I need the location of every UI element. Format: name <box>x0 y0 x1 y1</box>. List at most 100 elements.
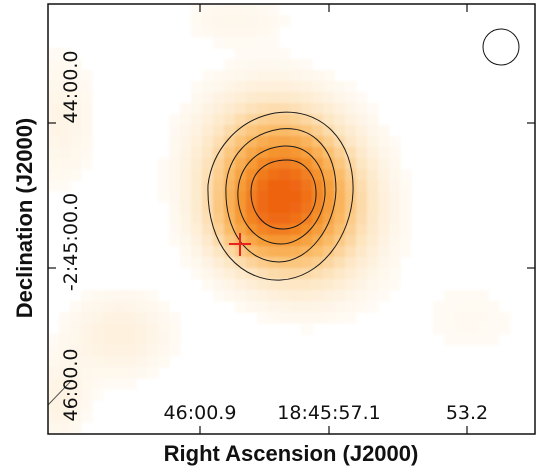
image-pixel <box>70 70 82 82</box>
image-pixel <box>81 114 93 126</box>
image-pixel <box>70 59 82 71</box>
image-pixel <box>334 213 346 225</box>
image-pixel <box>224 246 236 258</box>
image-pixel <box>59 323 71 335</box>
image-pixel <box>400 235 412 247</box>
image-pixel <box>290 202 302 214</box>
image-pixel <box>389 279 401 291</box>
image-pixel <box>70 367 82 379</box>
image-pixel <box>59 367 71 379</box>
image-pixel <box>367 169 379 181</box>
image-pixel <box>202 202 214 214</box>
image-pixel <box>455 290 467 302</box>
image-pixel <box>466 312 478 324</box>
image-pixel <box>323 103 335 115</box>
image-pixel <box>268 147 280 159</box>
image-pixel <box>246 235 258 247</box>
image-pixel <box>213 136 225 148</box>
image-pixel <box>367 224 379 236</box>
image-pixel <box>334 103 346 115</box>
image-pixel <box>279 48 291 60</box>
image-pixel <box>257 312 269 324</box>
image-pixel <box>92 312 104 324</box>
image-pixel <box>279 169 291 181</box>
image-pixel <box>235 290 247 302</box>
image-pixel <box>180 246 192 258</box>
image-pixel <box>114 312 126 324</box>
image-pixel <box>169 158 181 170</box>
image-pixel <box>202 279 214 291</box>
image-pixel <box>323 169 335 181</box>
image-pixel <box>103 356 115 368</box>
image-pixel <box>180 103 192 115</box>
image-pixel <box>224 257 236 269</box>
image-pixel <box>246 26 258 38</box>
image-pixel <box>59 345 71 357</box>
image-pixel <box>378 202 390 214</box>
image-pixel <box>257 70 269 82</box>
image-pixel <box>323 180 335 192</box>
image-pixel <box>246 158 258 170</box>
image-pixel <box>246 147 258 159</box>
image-pixel <box>367 114 379 126</box>
image-pixel <box>323 279 335 291</box>
image-pixel <box>356 158 368 170</box>
image-pixel <box>257 290 269 302</box>
image-pixel <box>169 169 181 181</box>
image-pixel <box>257 158 269 170</box>
image-pixel <box>246 279 258 291</box>
image-pixel <box>279 103 291 115</box>
image-pixel <box>356 257 368 269</box>
image-pixel <box>367 235 379 247</box>
image-pixel <box>290 81 302 93</box>
image-pixel <box>224 15 236 27</box>
image-pixel <box>246 4 258 16</box>
intensity-image <box>48 4 511 434</box>
image-pixel <box>323 81 335 93</box>
image-pixel <box>191 213 203 225</box>
image-pixel <box>290 136 302 148</box>
image-pixel <box>114 323 126 335</box>
image-pixel <box>48 136 60 148</box>
image-pixel <box>235 114 247 126</box>
image-pixel <box>323 136 335 148</box>
image-pixel <box>202 125 214 137</box>
image-pixel <box>334 147 346 159</box>
image-pixel <box>290 213 302 225</box>
image-pixel <box>389 158 401 170</box>
image-pixel <box>257 191 269 203</box>
image-pixel <box>323 224 335 236</box>
image-pixel <box>202 136 214 148</box>
image-pixel <box>70 81 82 93</box>
image-pixel <box>191 202 203 214</box>
image-pixel <box>345 103 357 115</box>
image-pixel <box>59 48 71 60</box>
image-pixel <box>345 312 357 324</box>
image-pixel <box>290 59 302 71</box>
image-pixel <box>169 213 181 225</box>
image-pixel <box>158 158 170 170</box>
image-pixel <box>59 125 71 137</box>
image-pixel <box>235 279 247 291</box>
image-pixel <box>334 125 346 137</box>
image-pixel <box>367 202 379 214</box>
image-pixel <box>345 235 357 247</box>
image-pixel <box>279 301 291 313</box>
image-pixel <box>312 279 324 291</box>
image-pixel <box>202 268 214 280</box>
image-pixel <box>477 323 489 335</box>
image-pixel <box>301 169 313 181</box>
image-pixel <box>59 158 71 170</box>
image-pixel <box>345 268 357 280</box>
image-pixel <box>235 15 247 27</box>
image-pixel <box>279 180 291 192</box>
image-pixel <box>246 257 258 269</box>
image-pixel <box>213 114 225 126</box>
image-pixel <box>81 378 93 390</box>
image-pixel <box>202 158 214 170</box>
image-pixel <box>246 290 258 302</box>
image-pixel <box>48 356 60 368</box>
image-pixel <box>345 246 357 258</box>
image-pixel <box>81 345 93 357</box>
image-pixel <box>191 4 203 16</box>
